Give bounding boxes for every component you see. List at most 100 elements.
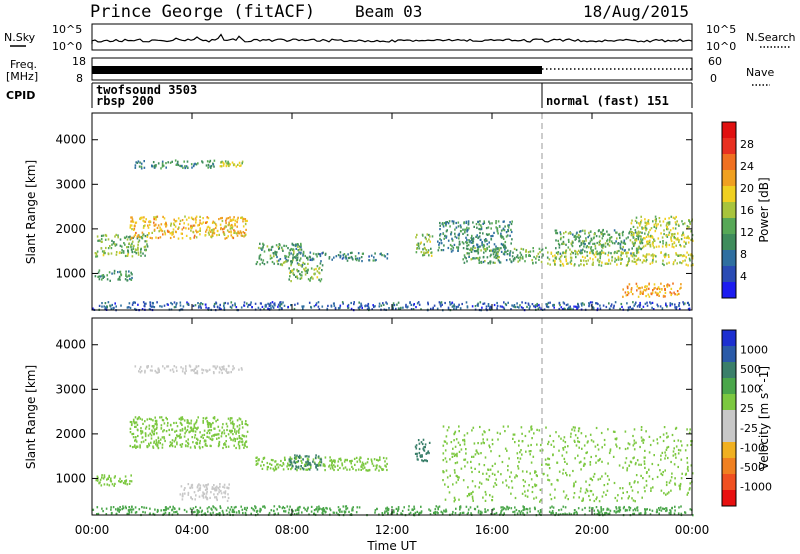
velocity-cell	[596, 496, 598, 499]
power-cell	[642, 237, 645, 240]
power-cell	[133, 301, 135, 304]
velocity-cell	[322, 464, 325, 467]
velocity-cell	[222, 423, 224, 426]
power-cell	[599, 255, 602, 258]
power-cell	[578, 239, 581, 242]
velocity-cell	[522, 508, 525, 512]
velocity-cell	[519, 457, 522, 460]
velocity-cell	[427, 450, 430, 453]
velocity-cell	[361, 463, 363, 466]
power-cell	[212, 220, 215, 223]
freq-left-tick-bottom: 8	[76, 72, 83, 85]
velocity-cell	[604, 472, 607, 475]
power-cell	[215, 301, 217, 304]
velocity-cell	[592, 493, 594, 496]
power-cell	[653, 223, 656, 226]
power-cell	[289, 249, 291, 252]
velocity-cell	[644, 466, 646, 469]
power-cell	[686, 301, 689, 305]
power-cell	[527, 303, 530, 306]
velocity-cell	[392, 509, 395, 512]
power-colorbar-swatch	[722, 266, 736, 283]
power-cell	[214, 226, 217, 230]
power-cell	[360, 304, 363, 307]
power-cell	[251, 306, 253, 309]
power-cell	[664, 295, 666, 298]
power-cell	[620, 258, 622, 261]
power-cell	[316, 276, 319, 279]
velocity-cell	[236, 425, 239, 428]
velocity-cell	[159, 442, 161, 445]
velocity-cell	[152, 512, 155, 515]
velocity-cell	[387, 512, 389, 515]
power-cell	[532, 262, 534, 265]
velocity-cell	[543, 472, 545, 475]
velocity-cell	[456, 455, 458, 458]
velocity-cell	[208, 432, 211, 435]
power-cell	[662, 242, 664, 245]
velocity-cell	[665, 432, 668, 435]
velocity-cell	[203, 513, 205, 516]
power-cell	[620, 251, 623, 255]
power-cell	[199, 222, 201, 225]
velocity-cell	[211, 486, 214, 489]
velocity-cell	[204, 442, 207, 445]
power-cell	[309, 279, 311, 282]
velocity-cell	[124, 505, 127, 508]
power-cell	[614, 257, 616, 260]
velocity-cell	[305, 461, 307, 464]
power-cell	[129, 224, 132, 227]
velocity-cell	[204, 417, 207, 420]
power-cell	[515, 248, 518, 252]
power-cell	[553, 303, 555, 307]
velocity-cell	[195, 505, 197, 509]
velocity-cell	[197, 438, 199, 441]
velocity-cell	[131, 505, 133, 508]
velocity-cell	[386, 508, 389, 511]
power-cell	[483, 248, 486, 251]
velocity-cell	[153, 440, 156, 443]
velocity-cell	[478, 486, 480, 489]
power-cell	[655, 227, 657, 230]
velocity-cell	[652, 439, 655, 442]
velocity-cell	[213, 484, 215, 487]
power-cell	[207, 217, 210, 220]
velocity-cell	[630, 461, 633, 464]
power-cell	[451, 239, 454, 242]
power-cell	[648, 235, 650, 238]
velocity-cell	[171, 445, 174, 448]
velocity-cell	[245, 435, 248, 438]
power-cell	[541, 254, 544, 257]
velocity-cell	[658, 512, 660, 515]
velocity-cell	[480, 482, 483, 485]
velocity-cell	[225, 422, 228, 425]
power-cell	[555, 256, 558, 259]
velocity-cell	[570, 432, 572, 435]
power-cell	[636, 305, 639, 308]
power-cell	[613, 304, 615, 307]
velocity-cell	[411, 508, 413, 511]
power-cell	[97, 275, 99, 278]
power-cell	[214, 223, 217, 226]
power-cell	[139, 251, 142, 254]
power-cell	[258, 255, 261, 258]
power-cell	[269, 254, 272, 257]
velocity-cell	[172, 505, 174, 508]
velocity-cell	[220, 492, 223, 495]
power-cell	[630, 307, 633, 310]
velocity-cell	[162, 509, 165, 512]
power-cell	[522, 257, 524, 260]
power-cell	[374, 259, 376, 262]
power-cell	[682, 223, 684, 226]
power-cell	[590, 247, 592, 250]
velocity-cell	[305, 464, 307, 467]
power-cell	[628, 230, 631, 233]
velocity-cell	[266, 461, 269, 465]
power-cell	[433, 304, 436, 307]
velocity-cell	[197, 509, 200, 512]
velocity-cell	[227, 496, 230, 500]
velocity-cell	[548, 467, 551, 470]
power-cell	[349, 251, 352, 255]
velocity-cell	[203, 485, 206, 488]
power-cell	[115, 251, 118, 254]
